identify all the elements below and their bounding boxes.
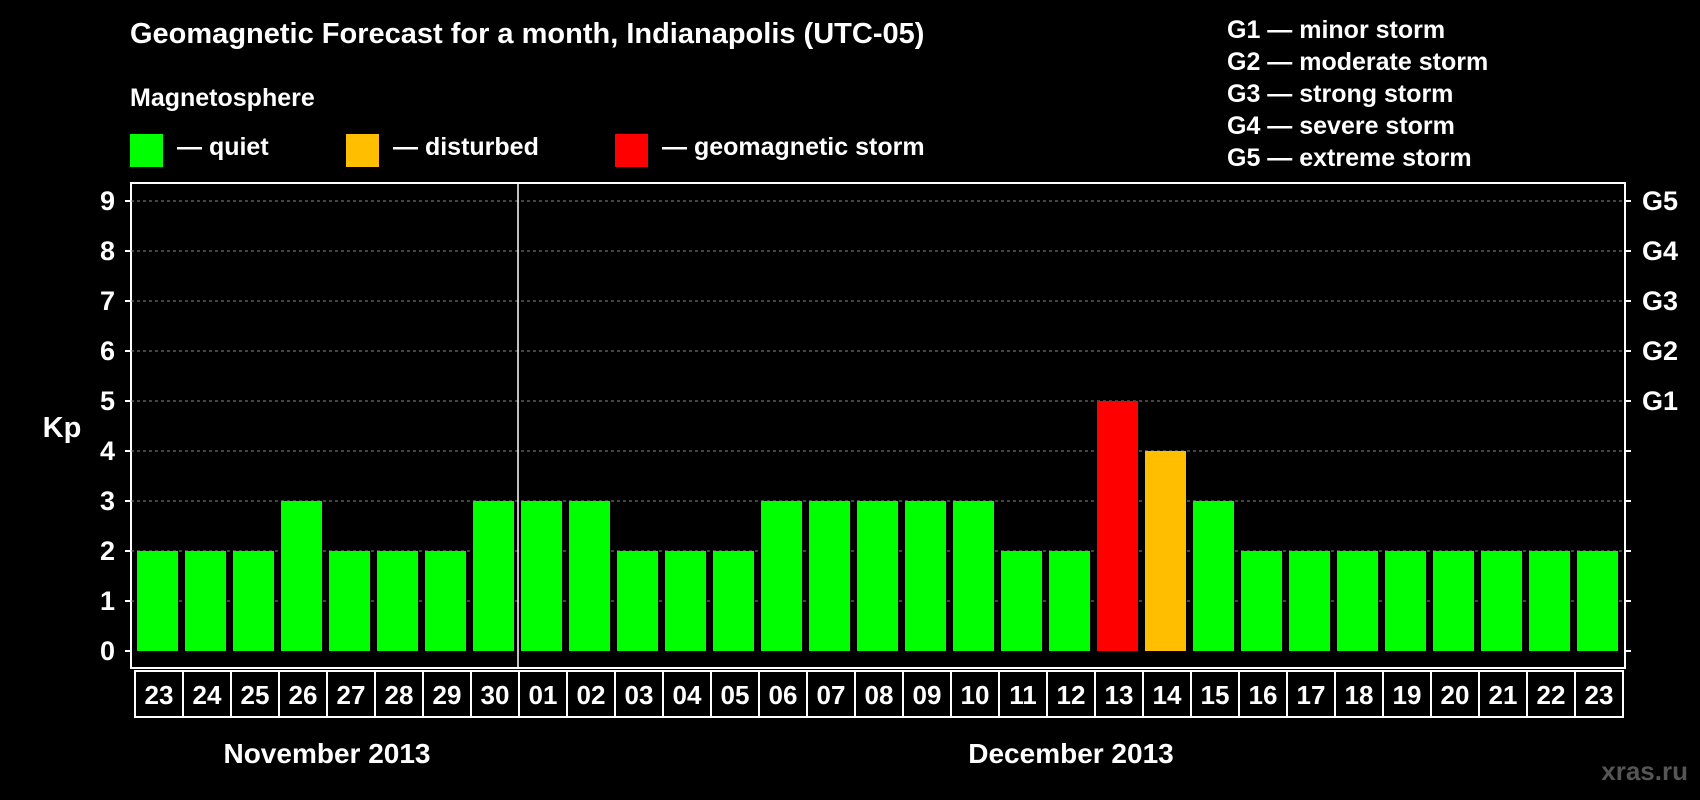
y-tick-label: 3 — [100, 486, 115, 516]
kp-bar — [473, 501, 514, 651]
legend-label-disturbed: — disturbed — [393, 133, 539, 161]
y-tick-label: 1 — [100, 586, 115, 616]
kp-bar — [905, 501, 946, 651]
date-label: 05 — [721, 680, 750, 710]
kp-bar — [1529, 551, 1570, 651]
kp-bar — [1145, 451, 1186, 651]
kp-bar — [1241, 551, 1282, 651]
date-label: 22 — [1537, 680, 1566, 710]
kp-bar — [521, 501, 562, 651]
legend-swatch-storm — [615, 134, 648, 167]
date-label: 25 — [241, 680, 270, 710]
date-cell — [1574, 670, 1624, 718]
kp-bar — [1385, 551, 1426, 651]
storm-scale-g4: G4 — severe storm — [1227, 112, 1455, 140]
date-label: 28 — [385, 680, 414, 710]
kp-bar — [329, 551, 370, 651]
month-label: November 2013 — [223, 738, 430, 769]
y-tick-label: 2 — [100, 536, 115, 566]
storm-scale-g5: G5 — extreme storm — [1227, 144, 1472, 172]
date-label: 01 — [529, 680, 558, 710]
watermark: xras.ru — [1601, 756, 1688, 786]
y-tick-label: 6 — [100, 336, 115, 366]
kp-bar — [1337, 551, 1378, 651]
chart-title: Geomagnetic Forecast for a month, Indian… — [130, 18, 925, 50]
storm-scale-legend: G1 — minor storm G2 — moderate storm G3 … — [1227, 14, 1488, 174]
date-label: 16 — [1249, 680, 1278, 710]
kp-bar — [1193, 501, 1234, 651]
storm-level-label: G4 — [1642, 236, 1678, 266]
date-label: 15 — [1201, 680, 1230, 710]
kp-bar — [1481, 551, 1522, 651]
legend-swatch-quiet — [130, 134, 163, 167]
date-label: 11 — [1009, 680, 1037, 710]
date-label: 21 — [1489, 680, 1518, 710]
kp-bar — [1049, 551, 1090, 651]
date-label: 12 — [1057, 680, 1086, 710]
date-label: 02 — [577, 680, 606, 710]
y-tick-label: 4 — [100, 436, 115, 466]
date-label: 23 — [1585, 680, 1614, 710]
kp-bar — [713, 551, 754, 651]
kp-bar — [665, 551, 706, 651]
date-label: 20 — [1441, 680, 1470, 710]
kp-bar — [1289, 551, 1330, 651]
legend-label-storm: — geomagnetic storm — [662, 133, 925, 161]
storm-level-label: G5 — [1642, 186, 1678, 216]
date-label: 17 — [1297, 680, 1326, 710]
kp-bar — [809, 501, 850, 651]
storm-level-label: G3 — [1642, 286, 1678, 316]
storm-level-label: G2 — [1642, 336, 1678, 366]
kp-bar — [569, 501, 610, 651]
storm-level-label: G1 — [1642, 386, 1678, 416]
y-tick-label: 7 — [100, 286, 115, 316]
plot-frame — [130, 182, 1626, 669]
storm-scale-g2: G2 — moderate storm — [1227, 48, 1489, 76]
storm-scale-g1: G1 — minor storm — [1227, 16, 1446, 44]
kp-bar — [377, 551, 418, 651]
kp-bar — [137, 551, 178, 651]
date-label: 07 — [817, 680, 846, 710]
month-label: December 2013 — [968, 738, 1173, 769]
date-label: 09 — [913, 680, 942, 710]
y-tick-label: 9 — [100, 186, 115, 216]
y-tick-label: 5 — [100, 386, 115, 416]
date-label: 10 — [961, 680, 990, 710]
date-label: 29 — [433, 680, 462, 710]
storm-scale-g3: G3 — strong storm — [1227, 80, 1454, 108]
date-label: 14 — [1153, 680, 1182, 710]
kp-bar — [185, 551, 226, 651]
kp-bar — [617, 551, 658, 651]
date-label: 08 — [865, 680, 894, 710]
kp-bar — [1577, 551, 1618, 651]
kp-bar — [1433, 551, 1474, 651]
kp-bar — [1001, 551, 1042, 651]
date-label: 30 — [481, 680, 510, 710]
legend-label-quiet: — quiet — [177, 133, 269, 161]
kp-bar — [857, 501, 898, 651]
date-label: 13 — [1105, 680, 1134, 710]
date-label: 24 — [193, 680, 222, 710]
kp-bar — [761, 501, 802, 651]
date-label: 03 — [625, 680, 654, 710]
date-label: 26 — [289, 680, 318, 710]
y-tick-label: 8 — [100, 236, 115, 266]
date-label: 04 — [673, 680, 702, 710]
date-label: 19 — [1393, 680, 1422, 710]
kp-bar — [425, 551, 466, 651]
kp-bar — [953, 501, 994, 651]
kp-bar — [1097, 401, 1138, 651]
kp-bar — [281, 501, 322, 651]
y-tick-label: 0 — [100, 636, 115, 666]
date-label: 23 — [145, 680, 174, 710]
legend-heading: Magnetosphere — [130, 84, 315, 112]
date-label: 06 — [769, 680, 798, 710]
kp-bar — [233, 551, 274, 651]
date-label: 27 — [337, 680, 366, 710]
date-label: 18 — [1345, 680, 1374, 710]
y-axis-label: Kp — [43, 412, 82, 444]
legend-swatch-disturbed — [346, 134, 379, 167]
